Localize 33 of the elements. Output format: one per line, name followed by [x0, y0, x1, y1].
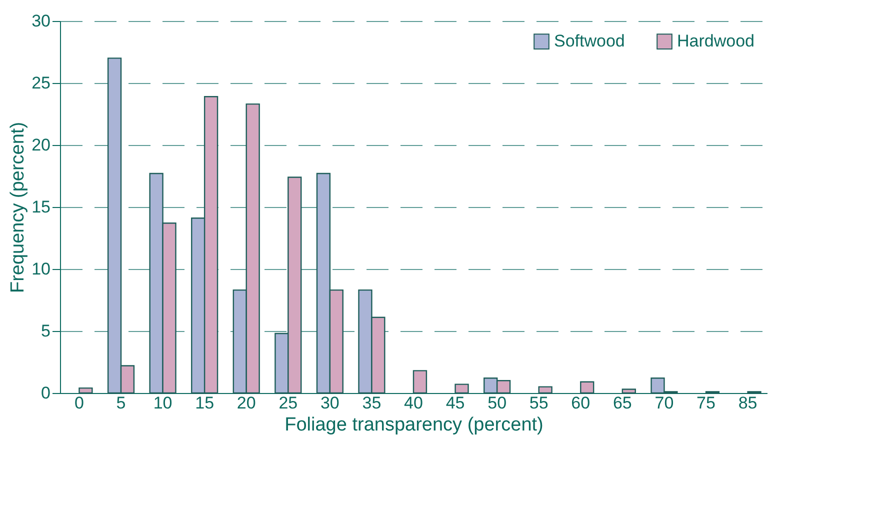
x-tick-label: 35 [362, 394, 382, 412]
y-tick-label: 15 [32, 198, 50, 216]
legend-label: Softwood [554, 32, 625, 51]
x-tick-label: 10 [153, 394, 172, 412]
x-tick-label: 50 [488, 394, 507, 412]
y-tick-label: 20 [32, 136, 50, 154]
x-tick-label: 0 [74, 394, 84, 412]
x-tick-label: 45 [446, 394, 465, 412]
y-tick-label: 10 [32, 260, 50, 278]
x-tick-label: 5 [116, 394, 126, 412]
x-tick-label: 60 [571, 394, 590, 412]
x-tick-label: 55 [529, 394, 548, 412]
legend-label: Hardwood [677, 32, 754, 51]
x-axis-title: Foliage transparency (percent) [284, 414, 544, 436]
bar [622, 388, 636, 394]
x-tick-label: 40 [404, 394, 423, 412]
x-tick-label: 75 [696, 394, 716, 412]
x-tick-label: 25 [278, 394, 298, 412]
x-tick-label: 15 [195, 394, 214, 412]
y-tick-label: 5 [41, 322, 50, 340]
x-tick-label: 30 [320, 394, 340, 412]
y-tick-label: 30 [32, 12, 50, 30]
x-tick-label: 70 [654, 394, 674, 412]
x-tick-label: 20 [236, 394, 256, 412]
bar [412, 370, 428, 394]
x-tick-label: 85 [738, 394, 758, 412]
bar [580, 381, 594, 394]
y-axis-title: Frequency (percent) [8, 122, 29, 294]
bar [454, 384, 469, 394]
bar [78, 387, 93, 394]
x-tick-label: 65 [612, 394, 632, 412]
y-tick-label: 25 [32, 74, 50, 92]
bar [538, 386, 552, 394]
